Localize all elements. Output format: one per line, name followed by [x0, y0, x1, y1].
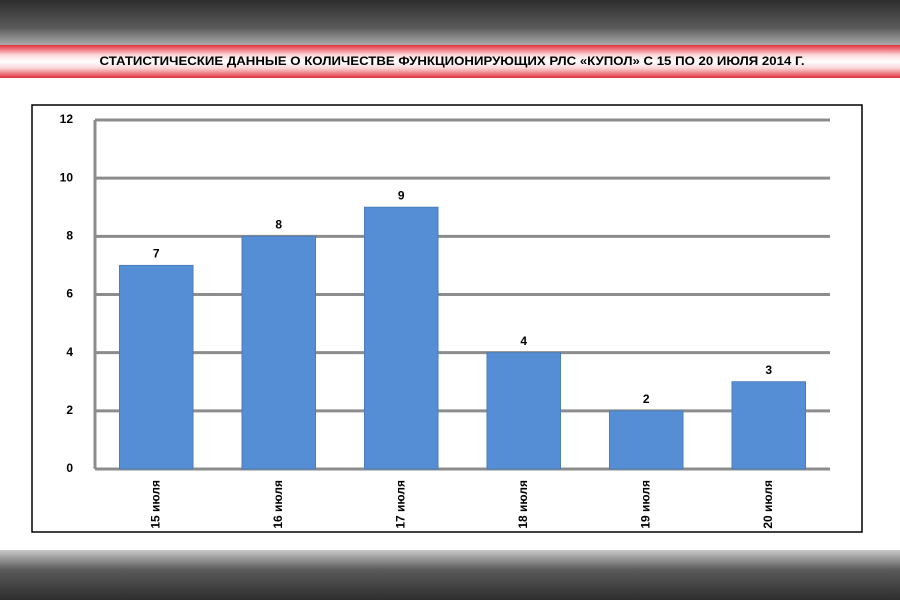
y-tick-label: 2	[66, 403, 73, 417]
y-tick-label: 6	[66, 287, 73, 301]
y-tick-label: 0	[66, 461, 73, 475]
bar	[486, 352, 561, 470]
chart-title: СТАТИСТИЧЕСКИЕ ДАННЫЕ О КОЛИЧЕСТВЕ ФУНКЦ…	[100, 54, 805, 68]
title-banner	[0, 45, 900, 78]
bar	[609, 410, 684, 470]
x-tick-label: 15 июля	[148, 480, 162, 529]
x-tick-label: 16 июля	[271, 480, 285, 529]
bottom-bar	[0, 550, 900, 600]
y-tick-label: 4	[66, 345, 73, 359]
top-bar	[0, 0, 900, 46]
data-label: 2	[643, 392, 650, 406]
data-label: 9	[398, 188, 405, 202]
data-label: 7	[153, 247, 160, 261]
data-label: 4	[520, 334, 527, 348]
x-tick-label: 18 июля	[516, 480, 530, 529]
x-tick-label: 17 июля	[393, 480, 407, 529]
y-tick-label: 8	[66, 229, 73, 243]
data-label: 3	[765, 363, 772, 377]
y-tick-label: 10	[60, 170, 74, 184]
bar	[119, 264, 194, 470]
bar	[241, 235, 316, 470]
x-tick-label: 20 июля	[761, 480, 775, 529]
x-tick-label: 19 июля	[638, 480, 652, 529]
bar	[731, 381, 806, 470]
bar	[364, 206, 439, 470]
data-label: 8	[275, 218, 282, 232]
y-tick-label: 12	[60, 112, 74, 126]
